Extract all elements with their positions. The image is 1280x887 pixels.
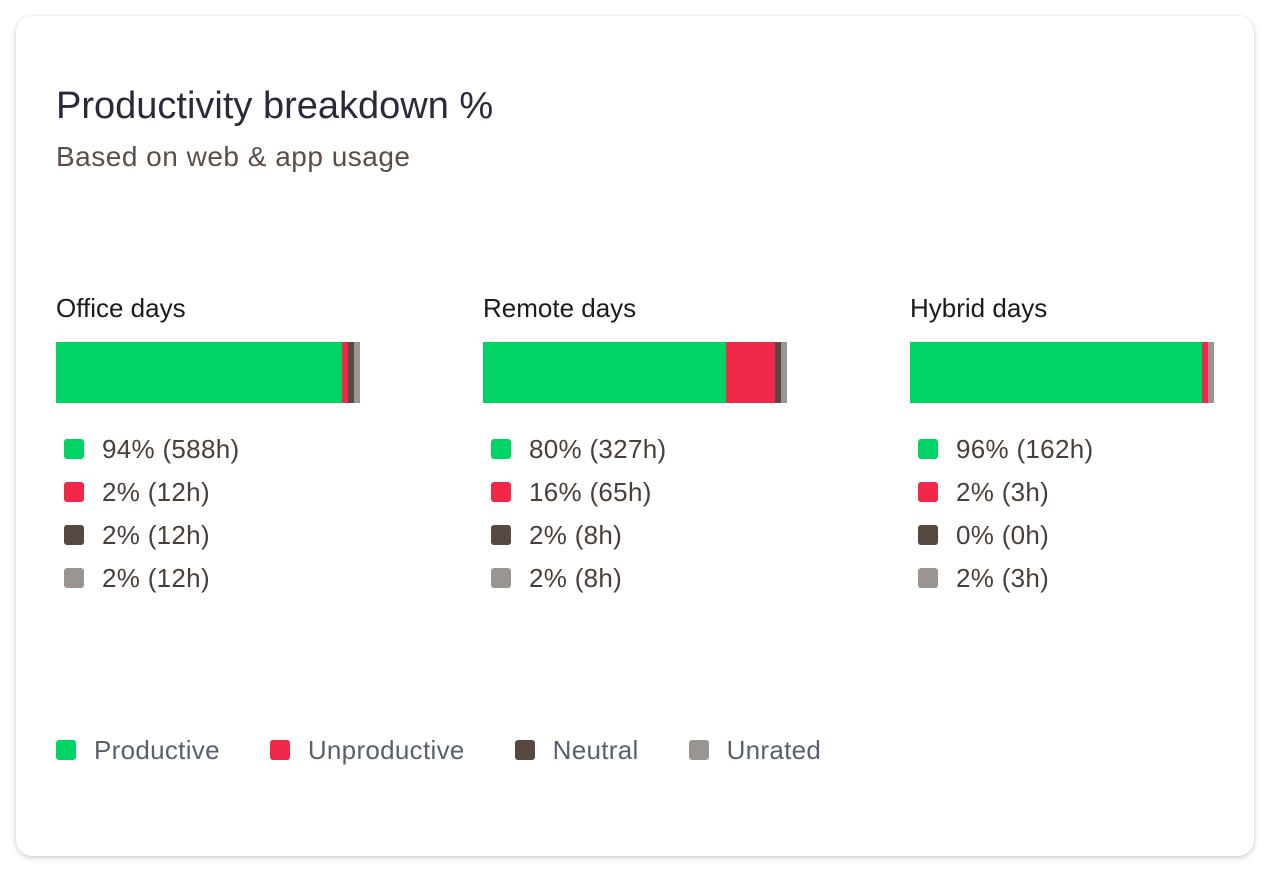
legend-swatch [56, 740, 76, 760]
swatch-unproductive [491, 481, 511, 502]
chart-legend: Productive Unproductive Neutral Unrated [56, 730, 871, 770]
category-label: Office days [56, 293, 186, 323]
swatch-neutral [491, 524, 511, 545]
bar-segment-unproductive [1201, 342, 1208, 403]
value-list: 80% (327h) 16% (65h) 2% (8h) 2% (8h) [491, 427, 666, 599]
legend-item-unproductive: Unproductive [269, 735, 465, 765]
data-label: 16% (65h) [529, 476, 652, 507]
value-row: 80% (327h) [491, 427, 666, 470]
data-label: 96% (162h) [956, 433, 1094, 464]
legend-label: Unproductive [307, 735, 465, 765]
legend-swatch [688, 740, 709, 760]
value-row: 2% (3h) [918, 470, 1093, 513]
data-label: 2% (12h) [102, 562, 210, 593]
value-row: 2% (3h) [918, 556, 1093, 599]
legend-item-unrated: Unrated [688, 735, 822, 765]
value-row: 2% (12h) [64, 556, 239, 599]
value-row: 2% (8h) [491, 513, 666, 556]
productivity-card: Productivity breakdown % Based on web & … [16, 16, 1254, 856]
bar-group-hybrid-days: Hybrid days 96% (162h) 2% (3h) 0% (0h) 2% (3… [910, 292, 1250, 593]
legend-item-productive: Productive [56, 735, 220, 765]
bar-group-office-days: Office days 94% (588h) 2% (12h) 2% (12h) 2% … [56, 292, 396, 593]
swatch-unrated [918, 567, 938, 588]
bar-segment-unproductive [726, 342, 775, 403]
bar-segment-neutral [347, 342, 354, 403]
bar-segment-unrated [780, 342, 787, 403]
swatch-unrated [491, 567, 511, 588]
stacked-bar [910, 342, 1214, 403]
bar-segment-neutral [774, 342, 781, 403]
swatch-unproductive [64, 481, 84, 502]
bar-segment-unrated [1207, 342, 1214, 403]
category-label: Hybrid days [910, 293, 1048, 323]
data-label: 2% (8h) [529, 562, 623, 593]
bar-segment-unproductive [341, 342, 348, 403]
value-row: 96% (162h) [918, 427, 1093, 470]
swatch-neutral [64, 524, 84, 545]
data-label: 2% (8h) [529, 519, 623, 550]
bar-group-remote-days: Remote days 80% (327h) 16% (65h) 2% (8h) 2% … [483, 292, 823, 593]
card-subtitle: Based on web & app usage [56, 141, 411, 172]
data-label: 80% (327h) [529, 433, 667, 464]
swatch-neutral [918, 524, 938, 545]
value-row: 2% (12h) [64, 470, 239, 513]
legend-label: Unrated [726, 735, 822, 765]
value-row: 16% (65h) [491, 470, 666, 513]
value-list: 96% (162h) 2% (3h) 0% (0h) 2% (3h) [918, 427, 1093, 599]
legend-label: Neutral [552, 735, 639, 765]
data-label: 2% (3h) [956, 476, 1050, 507]
data-label: 2% (12h) [102, 476, 210, 507]
swatch-productive [491, 438, 511, 459]
swatch-productive [64, 438, 84, 459]
value-row: 2% (12h) [64, 513, 239, 556]
stacked-bar [56, 342, 360, 403]
value-row: 94% (588h) [64, 427, 239, 470]
card-title: Productivity breakdown % [56, 85, 494, 127]
legend-swatch [514, 740, 535, 760]
bar-segment-unrated [353, 342, 360, 403]
bar-segment-productive [910, 342, 1202, 403]
data-label: 94% (588h) [102, 433, 240, 464]
bar-segment-productive [56, 342, 342, 403]
data-label: 2% (12h) [102, 519, 210, 550]
data-label: 0% (0h) [956, 519, 1050, 550]
legend-label: Productive [94, 735, 220, 765]
bar-segment-productive [483, 342, 727, 403]
swatch-productive [918, 438, 938, 459]
category-label: Remote days [483, 293, 637, 323]
swatch-unrated [64, 567, 84, 588]
value-list: 94% (588h) 2% (12h) 2% (12h) 2% (12h) [64, 427, 239, 599]
value-row: 0% (0h) [918, 513, 1093, 556]
stacked-bar [483, 342, 787, 403]
swatch-unproductive [918, 481, 938, 502]
legend-item-neutral: Neutral [514, 735, 639, 765]
value-row: 2% (8h) [491, 556, 666, 599]
legend-swatch [269, 740, 290, 760]
data-label: 2% (3h) [956, 562, 1050, 593]
